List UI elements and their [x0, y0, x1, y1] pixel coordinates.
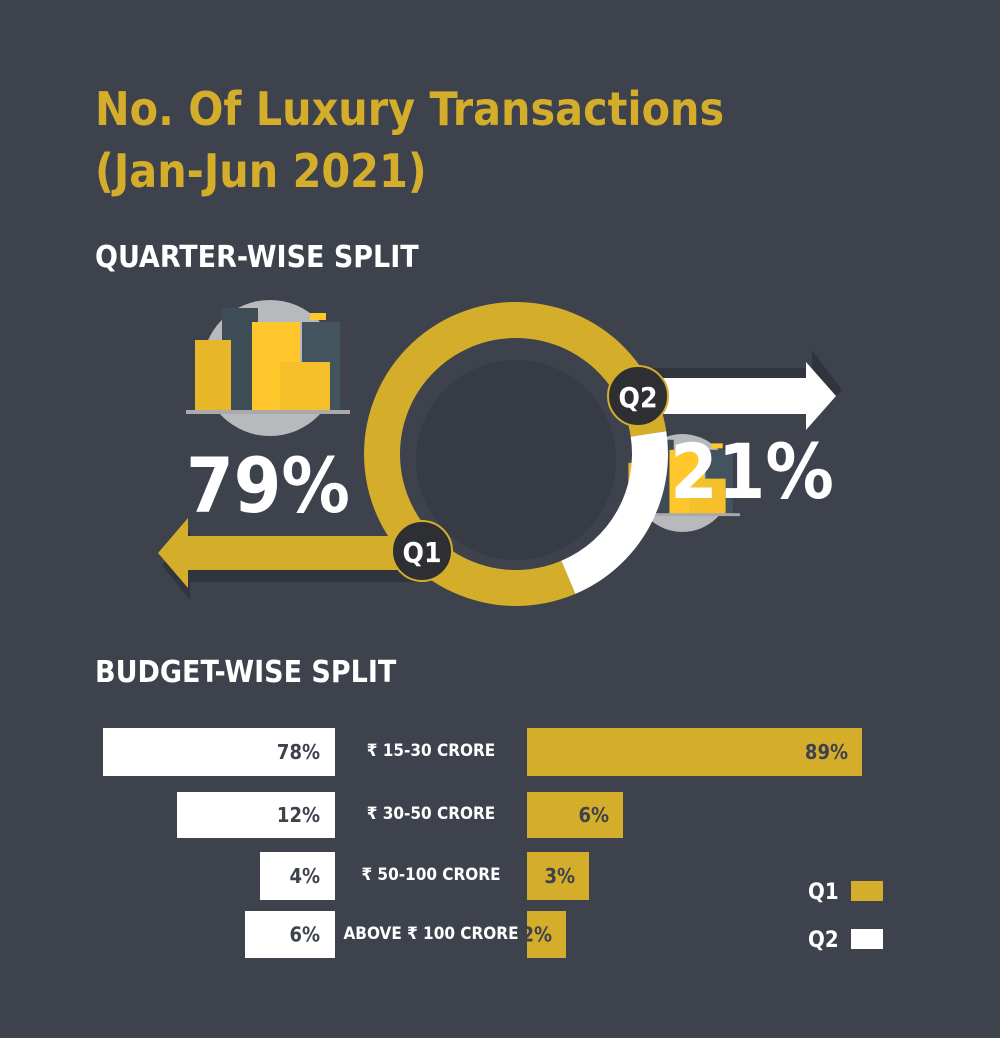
bar-label-q1: 3%	[544, 864, 575, 888]
donut-segment-q2	[561, 431, 668, 594]
category-label: ABOVE ₹ 100 CRORE	[343, 923, 519, 944]
legend-q1: Q1	[808, 880, 883, 905]
svg-text:Q1: Q1	[403, 536, 442, 569]
bar-label-q2: 12%	[277, 803, 320, 827]
legend-q2: Q2	[808, 928, 883, 953]
category-label: ₹ 50-100 CRORE	[361, 865, 501, 885]
bar-label-q2: 6%	[289, 923, 320, 947]
bar-q2	[245, 911, 335, 958]
bar-label-q1: 2%	[521, 923, 552, 947]
buildings-illustration	[186, 300, 350, 436]
category-label: ₹ 30-50 CRORE	[366, 804, 496, 824]
q2-badge: Q2	[607, 365, 669, 427]
bar-label-q2: 78%	[277, 740, 320, 764]
svg-text:Q2: Q2	[619, 381, 658, 414]
bar-q2	[103, 728, 335, 776]
q2-arrow	[640, 362, 836, 430]
q2-percent-label: 21%	[670, 427, 834, 516]
bar-q1	[527, 852, 589, 900]
bar-q2	[260, 852, 335, 900]
quarter-split-heading: QUARTER-WISE SPLIT	[95, 240, 419, 275]
bar-q2	[177, 792, 335, 838]
legend-swatch-q1	[850, 881, 883, 901]
q1-arrow	[158, 518, 410, 588]
bar-label-q2: 4%	[289, 864, 320, 888]
donut-hole	[416, 360, 616, 560]
q1-percent-label: 79%	[186, 441, 350, 530]
legend-swatch-q2	[850, 929, 883, 949]
bar-q1	[527, 911, 566, 958]
budget-split-heading: BUDGET-WISE SPLIT	[95, 655, 397, 690]
bar-label-q1: 89%	[805, 740, 848, 764]
bar-q1	[527, 792, 623, 838]
page-title: No. Of Luxury Transactions (Jan-Jun 2021…	[95, 82, 725, 198]
bar-label-q1: 6%	[578, 803, 609, 827]
category-label: ₹ 15-30 CRORE	[366, 741, 496, 761]
q1-badge: Q1	[391, 520, 453, 582]
bar-q1	[527, 728, 862, 776]
